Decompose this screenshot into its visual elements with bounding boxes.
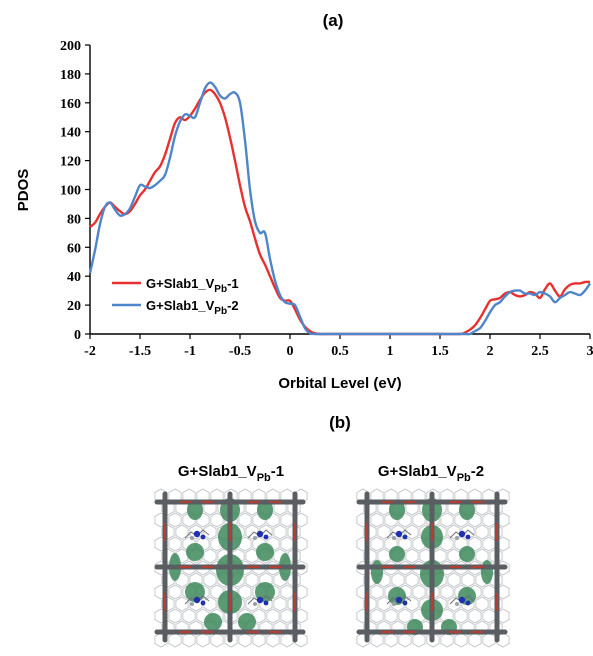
cation-cluster bbox=[184, 529, 210, 540]
y-tick-label: 40 bbox=[67, 270, 81, 285]
structure-image-2 bbox=[356, 488, 510, 648]
cation-cluster bbox=[247, 529, 273, 540]
structure-title-2: G+Slab1_VPb-2 bbox=[378, 463, 484, 484]
y-tick-label: 100 bbox=[60, 184, 81, 199]
x-tick-label: 2 bbox=[487, 344, 494, 359]
x-tick-label: 1.5 bbox=[431, 344, 449, 359]
y-tick-label: 80 bbox=[67, 212, 81, 227]
series-lines bbox=[88, 81, 592, 336]
structure-title-subscript: Pb bbox=[257, 472, 271, 484]
y-tick-label: 0 bbox=[74, 328, 81, 343]
legend-label-subscript: Pb bbox=[214, 306, 227, 317]
legend-label-2: G+Slab1_VPb-2 bbox=[146, 298, 239, 317]
cation-cluster bbox=[449, 529, 475, 540]
structure-title-main: G+Slab1_V bbox=[178, 463, 257, 480]
panel-a-label: (a) bbox=[323, 11, 344, 30]
structure-title-subscript: Pb bbox=[457, 472, 471, 484]
structure-title-suffix: -1 bbox=[271, 463, 284, 480]
x-tick-label: 1 bbox=[387, 344, 394, 359]
structure-title-1: G+Slab1_VPb-1 bbox=[178, 463, 284, 484]
x-tick-label: 0 bbox=[287, 344, 294, 359]
y-axis-title: PDOS bbox=[15, 169, 32, 212]
y-tick-label: 20 bbox=[67, 299, 81, 314]
structure-titles: G+Slab1_VPb-1 G+Slab1_VPb-2 bbox=[178, 463, 484, 484]
legend-label-main: G+Slab1_V bbox=[146, 276, 215, 291]
y-tick-label: 180 bbox=[60, 68, 81, 83]
y-tick-label: 120 bbox=[60, 155, 81, 170]
x-tick-label: -1 bbox=[184, 344, 196, 359]
legend-label-suffix: -2 bbox=[227, 298, 239, 313]
y-tick-label: 60 bbox=[67, 241, 81, 256]
y-tick-label: 140 bbox=[60, 126, 81, 141]
cation-cluster bbox=[386, 529, 412, 540]
legend-label-1: G+Slab1_VPb-1 bbox=[146, 276, 239, 295]
x-tick-label: -1.5 bbox=[129, 344, 151, 359]
y-tick-label: 200 bbox=[60, 39, 81, 54]
bond-highlights bbox=[163, 500, 297, 634]
x-ticks: -2 -1.5 -1 -0.5 0 0.5 1 1.5 2 2.5 3 bbox=[84, 334, 593, 359]
cation-cluster bbox=[386, 595, 412, 606]
legend-label-subscript: Pb bbox=[214, 284, 227, 295]
bond-highlights bbox=[365, 500, 499, 634]
legend-label-main: G+Slab1_V bbox=[146, 298, 215, 313]
panel-b-label: (b) bbox=[329, 413, 351, 432]
cation-cluster bbox=[449, 595, 475, 606]
x-tick-label: -0.5 bbox=[229, 344, 251, 359]
structure-image-1 bbox=[154, 488, 308, 648]
cation-cluster bbox=[184, 595, 210, 606]
structure-title-main: G+Slab1_V bbox=[378, 463, 457, 480]
x-tick-label: 3 bbox=[587, 344, 593, 359]
organic-cations bbox=[184, 529, 273, 606]
series-line-2 bbox=[88, 81, 592, 336]
x-tick-label: -2 bbox=[84, 344, 96, 359]
x-tick-label: 2.5 bbox=[531, 344, 549, 359]
x-axis-title: Orbital Level (eV) bbox=[278, 375, 401, 392]
x-tick-label: 0.5 bbox=[331, 344, 349, 359]
legend: G+Slab1_VPb-1G+Slab1_VPb-2 bbox=[112, 276, 239, 317]
y-ticks: 0 20 40 60 80 100 120 140 160 180 200 bbox=[60, 39, 90, 343]
organic-cations bbox=[386, 529, 475, 606]
y-tick-label: 160 bbox=[60, 97, 81, 112]
legend-label-suffix: -1 bbox=[227, 276, 239, 291]
structure-title-suffix: -2 bbox=[471, 463, 484, 480]
cation-cluster bbox=[247, 595, 273, 606]
